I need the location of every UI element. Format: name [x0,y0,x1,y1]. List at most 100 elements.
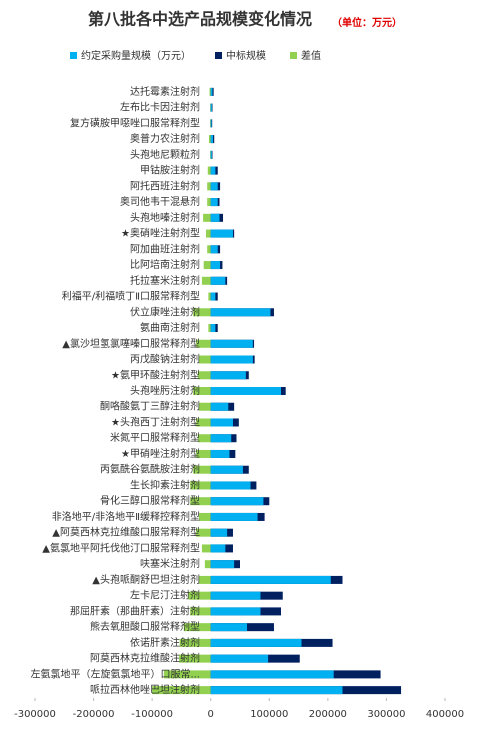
y-tick-label: 头孢唑肟注射剂 [130,384,200,397]
bar [210,229,233,238]
y-tick-label: 阿莫西林克拉维酸注射剂 [90,652,200,665]
y-tick-label: ★奥硝唑注射剂型 [121,227,200,240]
y-tick-label: 丙戊酸钠注射剂 [130,353,200,366]
x-tick-label: -300000 [14,709,56,720]
bar [210,276,226,285]
bar [210,308,271,317]
bar [197,371,211,380]
bar [210,654,269,663]
bar [210,261,221,270]
y-tick-label: 托拉塞米注射剂 [130,274,200,287]
bar [210,245,218,254]
bar [210,119,212,128]
y-tick-label: 米氮平口服常释剂型 [110,431,200,444]
x-tick-label: 200000 [309,709,347,720]
y-tick-label: 生长抑素注射剂 [130,478,200,491]
bar [190,497,211,506]
y-tick-label: 甲钴胺注射剂 [140,164,200,177]
legend-swatch [70,52,77,59]
bar [210,575,331,584]
bar [183,623,211,632]
bar [197,434,211,443]
bar [210,103,212,112]
bar [210,198,218,207]
bar [210,150,211,159]
bar [210,355,253,364]
y-tick-label: 阿托西班注射剂 [130,179,200,192]
bar [203,213,211,222]
bar [210,324,216,333]
bar [199,355,211,364]
y-tick-label: 达托霉素注射剂 [130,85,200,98]
bar [193,308,211,317]
bar [196,339,211,348]
y-tick-label: 奥司他韦干混悬剂 [120,195,200,208]
bar [210,623,248,632]
bar [210,166,216,175]
y-tick-label: 熊去氧胆酸口服常释剂型 [90,620,200,633]
y-tick-label: 那屈肝素（那曲肝素）注射剂 [70,604,200,617]
bar [210,87,213,96]
bar [190,481,211,490]
bar [163,670,211,679]
bar [210,182,218,191]
bar [201,276,211,285]
bar [207,166,211,175]
bar [210,449,230,458]
bar [179,654,211,663]
bar [210,591,261,600]
bar [188,591,211,600]
y-tick-label: 呋塞米注射剂 [140,557,200,570]
bar [210,103,211,112]
bar [199,575,211,584]
y-tick-label: 左氨氯地平（左旋氨氯地平）口服常... [30,667,200,680]
bar [207,182,211,191]
legend-label: 中标规模 [226,49,266,62]
bar [210,670,334,679]
bar [152,686,211,695]
bar [210,512,258,521]
bar [210,497,264,506]
y-tick-label: 利福平/利福喷丁Ⅱ口服常释剂型 [62,290,200,303]
y-tick-label: ★甲硝唑注射剂型 [121,447,200,460]
bar [210,544,226,553]
bar [196,528,211,537]
bar [193,387,211,395]
y-tick-label: 左布比卡因注射剂 [120,101,200,114]
x-tick-label: 0 [208,709,214,720]
bar [210,150,212,159]
bar [210,560,235,569]
x-tick-label: 400000 [426,709,464,720]
y-tick-label: 奥普力农注射剂 [130,132,200,145]
y-tick-label: 氨曲南注射剂 [140,321,200,334]
x-tick-label: 300000 [367,709,405,720]
bar [190,607,211,616]
x-tick-label: 100000 [250,709,288,720]
bar [208,292,211,301]
y-tick-label: ★头孢西丁注射剂型 [111,415,200,428]
bar [210,339,253,348]
y-tick-label: 比阿培南注射剂 [130,258,200,271]
legend-label: 差值 [301,49,321,62]
bar [210,371,246,380]
y-tick-label: 伏立康唑注射剂 [130,305,200,318]
bar [209,87,211,96]
bar [210,119,211,128]
y-tick-label: ★氨甲环酸注射剂型 [111,368,200,381]
bar [206,229,211,238]
bar [210,135,214,144]
y-tick-label: ▲阿莫西林克拉维酸口服常释剂型 [52,526,200,539]
y-tick-label: 骨化三醇口服常释剂型 [100,494,200,507]
bar [210,434,232,443]
bar [210,638,302,647]
bar [207,245,211,254]
bar [210,481,251,490]
bar [199,402,211,411]
y-tick-label: ▲氨氯地平阿托伐他汀口服常释剂型 [42,541,200,554]
bar [210,292,216,301]
bar [210,465,243,474]
bar [210,387,281,395]
bar [201,544,211,553]
y-tick-label: 哌拉西林他唑巴坦注射剂 [90,683,200,696]
y-tick-label: 左卡尼汀注射剂 [130,589,200,602]
